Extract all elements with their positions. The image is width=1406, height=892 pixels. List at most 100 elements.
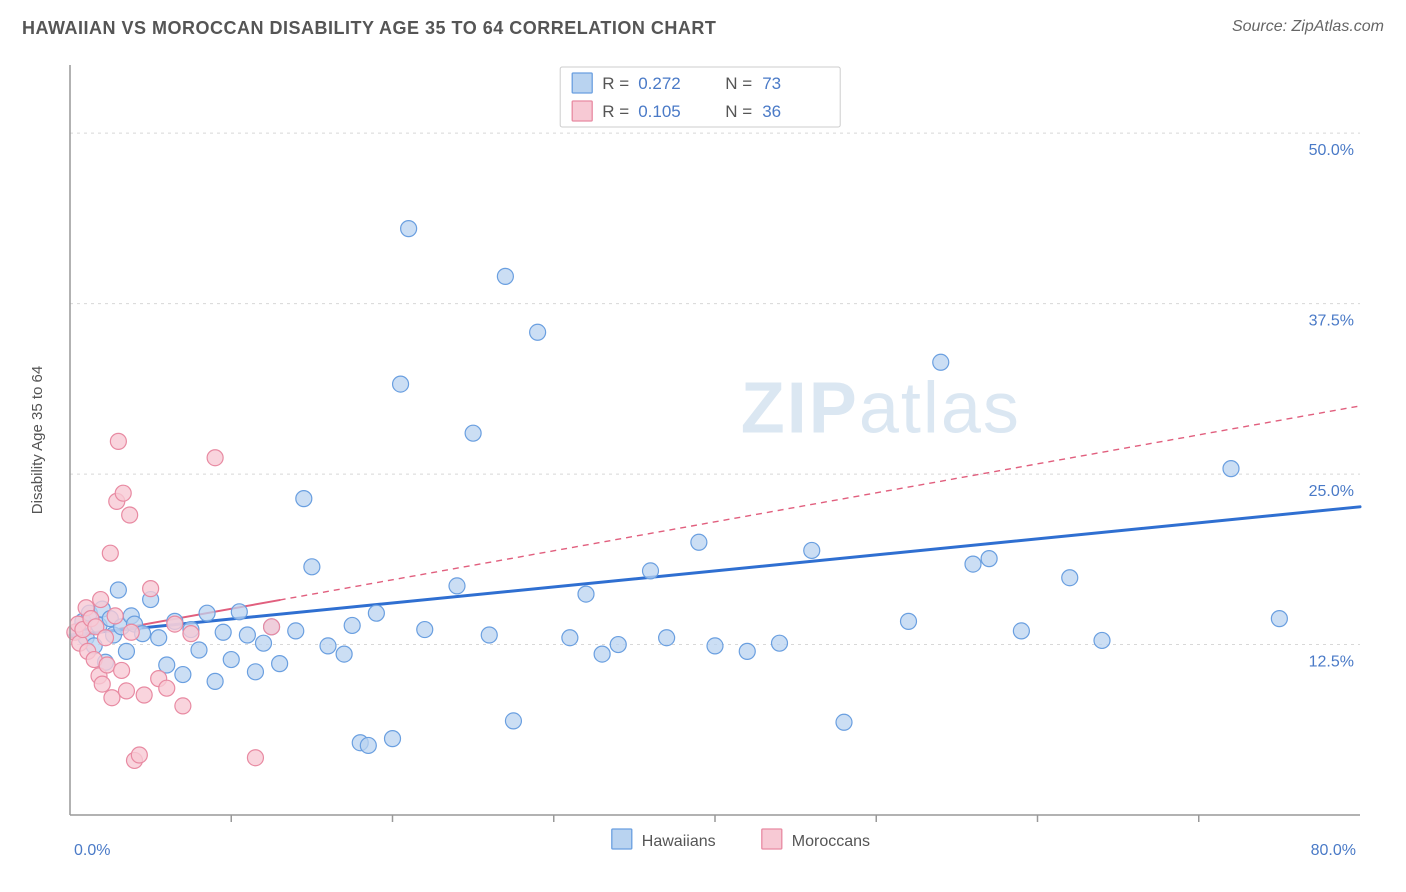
data-point	[264, 619, 280, 635]
stats-n-value: 73	[762, 74, 781, 93]
data-point	[344, 617, 360, 633]
data-point	[578, 586, 594, 602]
data-point	[93, 592, 109, 608]
data-point	[1271, 611, 1287, 627]
data-point	[118, 683, 134, 699]
data-point	[99, 657, 115, 673]
data-point	[110, 582, 126, 598]
legend-swatch	[762, 829, 782, 849]
data-point	[94, 676, 110, 692]
scatter-chart: 12.5% 25.0% 37.5% 50.0% ZIPatlas 0.0% 80.0% Dis…	[20, 55, 1386, 877]
stats-r-label: R =	[602, 102, 629, 121]
data-point	[122, 507, 138, 523]
data-point	[385, 731, 401, 747]
data-point	[360, 737, 376, 753]
legend-swatch	[612, 829, 632, 849]
data-point	[199, 605, 215, 621]
stats-n-label: N =	[725, 102, 752, 121]
data-point	[115, 485, 131, 501]
data-point	[207, 450, 223, 466]
data-point	[110, 433, 126, 449]
stats-r-value: 0.105	[638, 102, 681, 121]
data-point	[659, 630, 675, 646]
data-point	[304, 559, 320, 575]
data-point	[97, 630, 113, 646]
data-point	[288, 623, 304, 639]
data-point	[594, 646, 610, 662]
data-point	[505, 713, 521, 729]
x-min-label: 0.0%	[74, 842, 110, 859]
x-max-label: 80.0%	[1311, 842, 1356, 859]
data-point	[465, 425, 481, 441]
data-point	[1062, 570, 1078, 586]
data-point	[175, 698, 191, 714]
data-point	[207, 673, 223, 689]
data-point	[256, 635, 272, 651]
data-point	[151, 630, 167, 646]
data-point	[1094, 632, 1110, 648]
data-point	[739, 643, 755, 659]
data-point	[981, 551, 997, 567]
data-point	[965, 556, 981, 572]
data-point	[691, 534, 707, 550]
data-point	[481, 627, 497, 643]
data-point	[336, 646, 352, 662]
stats-n-label: N =	[725, 74, 752, 93]
data-point	[102, 545, 118, 561]
data-point	[296, 491, 312, 507]
source-label: Source: ZipAtlas.com	[1232, 18, 1384, 36]
data-point	[610, 637, 626, 653]
legend-swatch	[572, 101, 592, 121]
watermark: ZIPatlas	[741, 369, 1021, 449]
legend-label: Hawaiians	[642, 833, 716, 850]
data-point	[104, 690, 120, 706]
y-tick-label: 25.0%	[1309, 483, 1354, 500]
data-point	[562, 630, 578, 646]
data-point	[401, 221, 417, 237]
data-point	[933, 354, 949, 370]
data-point	[530, 324, 546, 340]
stats-n-value: 36	[762, 102, 781, 121]
data-point	[643, 563, 659, 579]
data-point	[175, 667, 191, 683]
data-point	[772, 635, 788, 651]
y-tick-label: 12.5%	[1309, 654, 1354, 671]
data-point	[167, 616, 183, 632]
y-axis-label: Disability Age 35 to 64	[29, 366, 46, 514]
y-tick-label: 50.0%	[1309, 142, 1354, 159]
y-tick-label: 37.5%	[1309, 313, 1354, 330]
data-point	[320, 638, 336, 654]
data-point	[1223, 461, 1239, 477]
data-point	[159, 680, 175, 696]
stats-r-value: 0.272	[638, 74, 681, 93]
data-point	[368, 605, 384, 621]
data-point	[123, 624, 139, 640]
data-point	[272, 656, 288, 672]
data-point	[836, 714, 852, 730]
data-point	[239, 627, 255, 643]
data-point	[215, 624, 231, 640]
data-point	[223, 652, 239, 668]
data-point	[901, 613, 917, 629]
legend-label: Moroccans	[792, 833, 870, 850]
data-point	[497, 268, 513, 284]
data-point	[393, 376, 409, 392]
data-point	[1013, 623, 1029, 639]
stats-r-label: R =	[602, 74, 629, 93]
legend-swatch	[572, 73, 592, 93]
data-point	[247, 664, 263, 680]
data-point	[143, 581, 159, 597]
data-point	[118, 643, 134, 659]
data-point	[449, 578, 465, 594]
chart-container: 12.5% 25.0% 37.5% 50.0% ZIPatlas 0.0% 80.0% Dis…	[20, 55, 1386, 877]
data-point	[114, 662, 130, 678]
data-point	[417, 622, 433, 638]
data-point	[231, 604, 247, 620]
data-point	[191, 642, 207, 658]
data-point	[131, 747, 147, 763]
data-point	[183, 626, 199, 642]
data-point	[136, 687, 152, 703]
data-point	[107, 608, 123, 624]
data-point	[707, 638, 723, 654]
data-point	[804, 542, 820, 558]
